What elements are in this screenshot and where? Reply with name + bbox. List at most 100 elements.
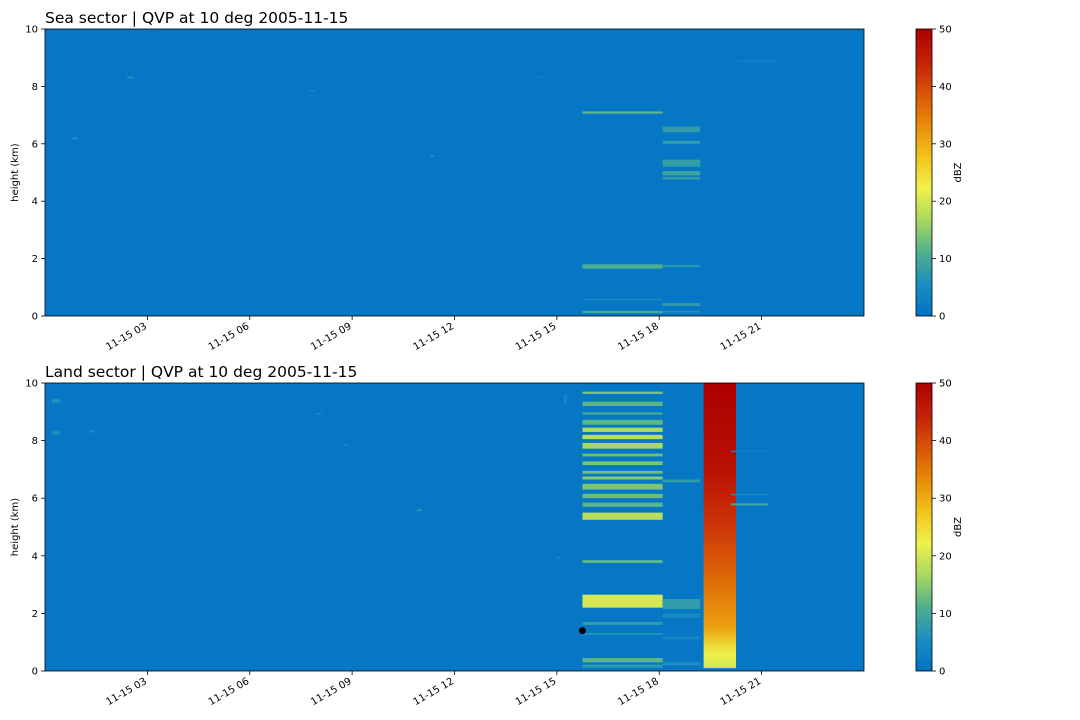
reflectivity-band: [582, 264, 663, 269]
reflectivity-band: [582, 622, 663, 625]
reflectivity-band: [662, 126, 701, 133]
sea-sector-panel: Sea sector | QVP at 10 deg 2005-11-15 he…: [10, 9, 964, 353]
reflectivity-band: [430, 154, 435, 157]
reflectivity-band: [730, 450, 769, 453]
x-tick-label: 11-15 15: [514, 321, 558, 353]
x-tick-label: 11-15 09: [309, 676, 353, 708]
reflectivity-band: [309, 89, 315, 92]
reflectivity-band: [582, 461, 663, 466]
reflectivity-band: [316, 412, 322, 415]
y-tick-label: 0: [32, 667, 38, 678]
reflectivity-band: [582, 298, 663, 301]
reflectivity-band: [662, 159, 701, 167]
reflectivity-band: [582, 476, 663, 480]
land-sector-panel: Land sector | QVP at 10 deg 2005-11-15 h…: [10, 363, 964, 708]
colorbar-tick-label: 0: [939, 667, 945, 678]
y-tick-label: 6: [32, 494, 38, 505]
chart-title: Sea sector | QVP at 10 deg 2005-11-15: [45, 9, 348, 27]
reflectivity-band: [582, 453, 663, 457]
colorbar-tick-label: 10: [939, 254, 952, 265]
reflectivity-band: [582, 658, 663, 663]
x-tick-label: 11-15 09: [309, 321, 353, 353]
reflectivity-band: [662, 171, 701, 176]
reflectivity-band: [662, 662, 701, 666]
reflectivity-band: [582, 310, 663, 314]
reflectivity-band: [582, 493, 663, 499]
y-tick-label: 4: [32, 551, 38, 562]
colorbar-tick-label: 0: [939, 312, 945, 323]
reflectivity-band: [582, 401, 663, 407]
y-axis-label: height (km): [10, 143, 21, 201]
reflectivity-band: [662, 599, 701, 610]
reflectivity-band: [582, 632, 663, 635]
reflectivity-band: [662, 613, 701, 618]
y-tick-label: 6: [32, 139, 38, 150]
reflectivity-band: [582, 111, 663, 114]
reflectivity-band: [582, 483, 663, 490]
colorbar-tick-label: 30: [939, 139, 952, 150]
reflectivity-band: [582, 470, 663, 474]
y-tick-label: 10: [25, 25, 38, 36]
reflectivity-band: [662, 140, 701, 144]
reflectivity-band: [343, 444, 349, 446]
heatmap-background: [45, 383, 864, 671]
point-marker: [578, 627, 586, 635]
reflectivity-band: [582, 512, 663, 520]
reflectivity-band: [582, 502, 663, 507]
reflectivity-band: [730, 493, 769, 496]
reflectivity-band: [556, 556, 561, 559]
reflectivity-band: [89, 430, 94, 433]
reflectivity-band: [536, 76, 543, 78]
reflectivity-band: [582, 391, 663, 394]
colorbar-tick-label: 40: [939, 82, 952, 93]
colorbar-tick-label: 40: [939, 436, 952, 447]
reflectivity-band: [582, 664, 663, 668]
reflectivity-band: [126, 76, 134, 79]
x-tick-label: 11-15 12: [412, 321, 456, 353]
x-tick-label: 11-15 15: [514, 676, 558, 708]
reflectivity-band: [662, 479, 701, 483]
y-tick-label: 8: [32, 82, 38, 93]
reflectivity-band: [51, 398, 61, 404]
reflectivity-band: [662, 303, 701, 306]
x-tick-label: 11-15 03: [104, 676, 148, 708]
y-tick-label: 10: [25, 379, 38, 390]
reflectivity-band: [582, 412, 663, 415]
y-axis-label: height (km): [10, 498, 21, 556]
reflectivity-band: [662, 264, 701, 268]
reflectivity-band: [662, 636, 701, 640]
colorbar-tick-label: 10: [939, 609, 952, 620]
reflectivity-band: [730, 503, 769, 506]
reflectivity-band: [582, 560, 663, 563]
y-tick-label: 2: [32, 609, 38, 620]
chart-title: Land sector | QVP at 10 deg 2005-11-15: [45, 363, 357, 381]
reflectivity-band: [582, 594, 663, 608]
x-tick-label: 11-15 18: [616, 321, 660, 353]
x-tick-label: 11-15 06: [207, 321, 251, 353]
x-tick-label: 11-15 06: [207, 676, 251, 708]
reflectivity-band: [662, 310, 701, 313]
reflectivity-band: [582, 427, 663, 432]
colorbar-tick-label: 50: [939, 379, 952, 390]
colorbar: [915, 382, 933, 672]
reflectivity-column: [703, 383, 737, 669]
reflectivity-band: [563, 394, 568, 404]
colorbar-tick-label: 30: [939, 494, 952, 505]
x-tick-label: 11-15 21: [719, 321, 763, 353]
colorbar-tick-label: 20: [939, 551, 952, 562]
colorbar: [915, 28, 933, 317]
reflectivity-band: [416, 509, 423, 512]
y-tick-label: 8: [32, 436, 38, 447]
reflectivity-band: [737, 60, 776, 63]
x-tick-label: 11-15 12: [412, 676, 456, 708]
colorbar-label: dBZ: [953, 517, 964, 537]
reflectivity-band: [662, 176, 701, 180]
reflectivity-band: [51, 430, 61, 435]
colorbar-tick-label: 20: [939, 197, 952, 208]
colorbar-label: dBZ: [953, 162, 964, 182]
x-tick-label: 11-15 18: [616, 676, 660, 708]
heatmap-background: [45, 29, 864, 316]
x-tick-label: 11-15 21: [719, 676, 763, 708]
colorbar-tick-label: 50: [939, 25, 952, 36]
